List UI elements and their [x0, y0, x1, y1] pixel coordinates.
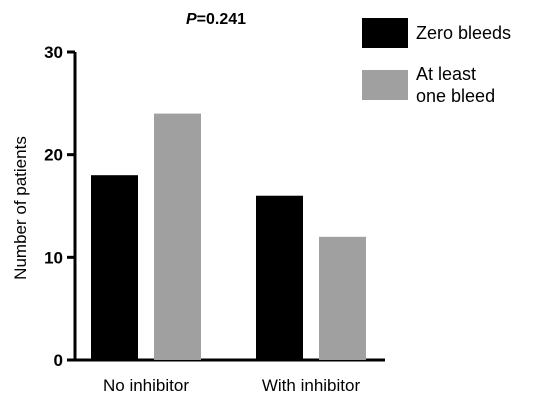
legend-label: Zero bleeds — [416, 23, 511, 43]
p-value-italic: P — [186, 11, 197, 28]
y-axis-title: Number of patients — [11, 136, 30, 280]
y-tick-label: 20 — [44, 146, 63, 165]
bar-at-least-one-bleed-no-inhibitor — [154, 113, 201, 360]
x-category-label: With inhibitor — [262, 376, 361, 395]
legend-label: At least one bleed — [416, 64, 495, 106]
labels: 0 10 20 30 Number of patients No inhibitor Wit… — [11, 43, 360, 395]
bars — [91, 113, 366, 360]
legend: Zero bleeds At least one bleed — [362, 18, 511, 106]
bar-at-least-one-bleed-with-inhibitor — [319, 236, 366, 360]
p-value-rest: =0.241 — [197, 11, 246, 28]
y-tick-label: 30 — [44, 43, 63, 62]
p-value-annotation: P=0.241 — [186, 11, 246, 28]
legend-swatch — [362, 70, 408, 100]
bar-zero-bleeds-no-inhibitor — [91, 175, 138, 360]
y-tick-label: 10 — [44, 248, 63, 267]
legend-swatch — [362, 18, 408, 48]
bar-zero-bleeds-with-inhibitor — [256, 195, 303, 360]
x-category-label: No inhibitor — [103, 376, 189, 395]
y-tick-label: 0 — [54, 351, 63, 370]
